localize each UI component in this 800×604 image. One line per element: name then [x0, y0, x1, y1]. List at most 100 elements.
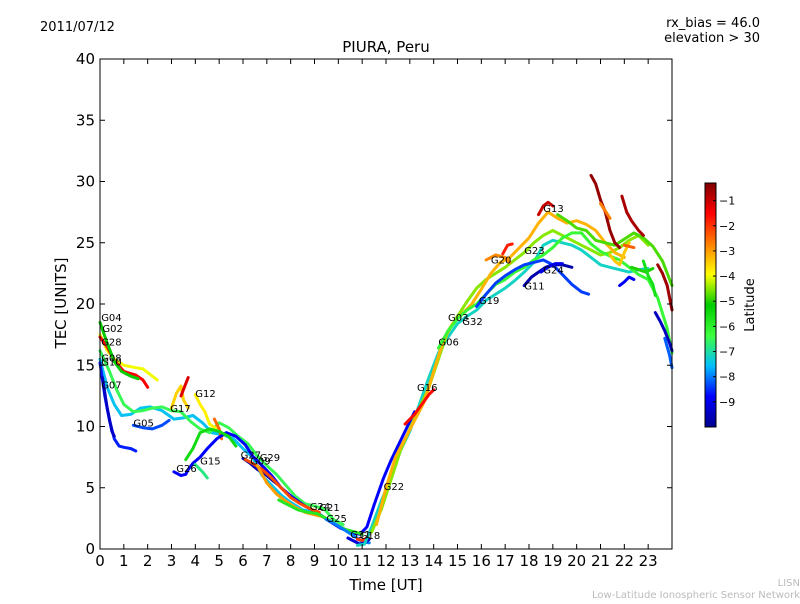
x-axis-label: Time [UT]: [348, 576, 422, 594]
tec-track-40: [618, 275, 636, 288]
x-tick-label-16: 16: [472, 552, 491, 570]
x-tick-label-5: 5: [214, 552, 224, 570]
colorbar-tick-label-7: −8: [719, 371, 735, 384]
tec-track-7: [131, 418, 171, 431]
y-tick-label-6: 30: [76, 173, 95, 191]
prn-label-2: G28: [101, 338, 121, 349]
colorbar-tick-label-6: −7: [719, 346, 735, 359]
footer-lisn: LISN: [778, 578, 800, 589]
y-tick-label-7: 35: [76, 111, 95, 129]
x-tick-label-15: 15: [448, 552, 467, 570]
prn-label-21: G06: [438, 338, 458, 349]
x-tick-label-14: 14: [424, 552, 443, 570]
colorbar-gradient: [704, 182, 717, 428]
tec-track-35: [599, 202, 612, 220]
tec-track-13: [184, 427, 238, 462]
colorbar-tick-label-5: −6: [719, 320, 735, 333]
tec-track-25: [403, 388, 436, 426]
colorbar-label: Latitude: [743, 278, 758, 332]
x-tick-label-7: 7: [262, 552, 272, 570]
prn-label-7: G17: [170, 404, 190, 415]
prn-label-14: G24: [310, 502, 330, 513]
x-tick-label-19: 19: [543, 552, 562, 570]
prn-label-19: G22: [384, 482, 404, 493]
colorbar-tick-label-0: −1: [719, 195, 735, 208]
prn-label-10: G15: [200, 457, 220, 468]
x-tick-label-11: 11: [353, 552, 372, 570]
tec-track-14: [193, 463, 209, 480]
colorbar-tick-label-4: −5: [719, 295, 735, 308]
y-tick-label-4: 20: [76, 295, 95, 313]
colorbar-tick-label-1: −2: [719, 220, 735, 233]
tec-track-8: [170, 384, 190, 410]
x-tick-label-2: 2: [143, 552, 153, 570]
prn-label-11: G27: [241, 450, 261, 461]
tec-track-30: [501, 242, 514, 256]
colorbar-tick-label-3: −4: [719, 270, 735, 283]
tec-track-44: [663, 336, 674, 370]
tec-track-38: [622, 243, 636, 250]
colorbar: −1 −2 −3 −4 −5 −6 −7 −8 −9: [704, 182, 735, 428]
prn-label-3: G08: [101, 354, 121, 365]
footer-network: Low-Latitude Ionospheric Sensor Network: [592, 590, 800, 600]
prn-label-8: G12: [195, 389, 215, 400]
prn-label-12: G09: [250, 457, 270, 468]
tec-track-18: [277, 498, 364, 536]
x-tick-label-0: 0: [95, 552, 105, 570]
tec-track-37: [608, 241, 631, 267]
prn-label-24: G19: [479, 296, 499, 307]
tec-track-27: [475, 258, 591, 308]
tec-track-29: [539, 262, 564, 274]
colorbar-tick-label-2: −3: [719, 245, 735, 258]
x-tick-label-13: 13: [400, 552, 419, 570]
prn-label-15: G21: [319, 503, 339, 514]
prn-label-17: G31: [350, 530, 370, 541]
x-tick-label-6: 6: [238, 552, 248, 570]
y-tick-label-5: 25: [76, 234, 95, 252]
tec-track-41: [656, 263, 674, 312]
x-tick-label-8: 8: [286, 552, 296, 570]
prn-label-5: G07: [101, 381, 121, 392]
tec-track-3: [98, 357, 316, 514]
tec-track-24: [375, 210, 626, 526]
prn-label-18: G18: [360, 531, 380, 542]
tec-track-32: [537, 200, 555, 217]
y-tick-label-0: 0: [85, 540, 95, 558]
axes: 0 1 2 3 4 5 6 7 8 9 10 11 12 13 14 15 16 17 18 19 20 21 22 2305…: [76, 50, 673, 570]
x-tick-label-17: 17: [496, 552, 515, 570]
prn-label-22: G03: [448, 313, 468, 324]
tec-track-5: [100, 376, 116, 438]
prn-label-26: G23: [524, 246, 544, 257]
x-tick-label-18: 18: [519, 552, 538, 570]
tec-track-39: [630, 265, 655, 274]
x-tick-label-23: 23: [639, 552, 658, 570]
colorbar-tick-label-8: −9: [719, 396, 735, 409]
tec-track-33: [556, 213, 674, 288]
prn-label-27: G24: [543, 265, 563, 276]
prn-label-20: G16: [417, 383, 437, 394]
prn-label-4: G10: [101, 357, 121, 368]
x-tick-label-22: 22: [615, 552, 634, 570]
tec-track-22: [355, 238, 650, 547]
prn-label-0: G04: [101, 313, 121, 324]
prn-label-29: G13: [543, 204, 563, 215]
y-tick-label-1: 5: [85, 479, 95, 497]
y-tick-label-2: 10: [76, 418, 95, 436]
prn-label-13: G29: [260, 453, 280, 464]
prn-label-25: G20: [491, 256, 511, 267]
x-tick-label-9: 9: [310, 552, 320, 570]
prn-label-6: G05: [133, 419, 153, 430]
x-tick-label-3: 3: [167, 552, 177, 570]
chart-title: PIURA, Peru: [342, 38, 429, 56]
tec-track-43: [653, 311, 674, 353]
rx-bias-label: rx_bias = 46.0: [666, 16, 760, 31]
x-tick-label-1: 1: [119, 552, 129, 570]
tec-track-9: [179, 376, 190, 398]
prn-label-9: G26: [176, 464, 196, 475]
tec-track-31: [484, 253, 512, 264]
y-axis-label: TEC [UNITS]: [52, 258, 70, 350]
plot-area: G04G02G28G08G10G07G05G17G12G26G15G27G09G…: [98, 173, 674, 547]
x-tick-label-4: 4: [191, 552, 201, 570]
prn-label-16: G25: [326, 514, 346, 525]
